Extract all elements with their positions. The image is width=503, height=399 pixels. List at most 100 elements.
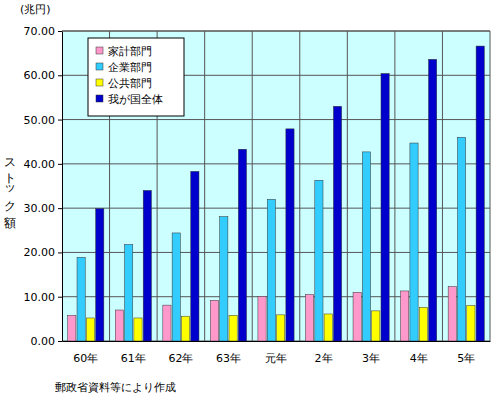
- bar: [277, 315, 285, 341]
- frame: [490, 31, 491, 341]
- grid-line-vertical: [442, 31, 443, 341]
- y-tick-mark: [58, 164, 62, 165]
- y-tick-label: 70.00: [24, 25, 56, 38]
- grid-line-vertical: [394, 31, 395, 341]
- bar: [134, 318, 142, 341]
- plot-background: [62, 31, 490, 341]
- y-tick-mark: [58, 120, 62, 121]
- x-tick-label: 5年: [457, 352, 475, 365]
- legend-label: 我が国全体: [108, 93, 163, 106]
- legend-swatch: [96, 79, 103, 86]
- bar: [238, 149, 246, 341]
- y-tick-mark: [58, 297, 62, 298]
- y-tick: 20.00: [24, 246, 63, 259]
- x-tick: 60年: [73, 341, 98, 365]
- x-tick: 5年: [457, 341, 475, 365]
- y-tick: 40.00: [24, 158, 63, 171]
- bar: [267, 199, 275, 341]
- frame: [62, 31, 490, 32]
- bar: [372, 311, 380, 341]
- grid-line: [62, 119, 490, 120]
- y-tick-mark: [58, 208, 62, 209]
- y-axis-title: ストック額: [3, 150, 17, 229]
- y-tick-label: 30.00: [24, 202, 56, 215]
- y-tick-label: 40.00: [24, 158, 56, 171]
- x-tick-label: 61年: [121, 352, 146, 365]
- bar: [429, 59, 437, 341]
- y-unit: (兆円): [20, 3, 51, 16]
- x-tick-label: 62年: [168, 352, 193, 365]
- bar: [476, 46, 484, 341]
- bar: [353, 292, 361, 341]
- legend-swatch: [96, 63, 103, 70]
- y-tick: 60.00: [24, 69, 63, 82]
- grid-line-vertical: [347, 31, 348, 341]
- series: [77, 137, 466, 341]
- x-tick: 4年: [410, 341, 428, 365]
- legend-label: 家計部門: [108, 45, 152, 58]
- bar: [315, 180, 323, 341]
- bar: [77, 257, 85, 341]
- x-tick-label: 4年: [410, 352, 428, 365]
- grid-line: [62, 31, 490, 32]
- bar: [220, 217, 228, 341]
- bar: [210, 300, 218, 341]
- x-tick-label: 63年: [216, 352, 241, 365]
- bar: [191, 171, 199, 341]
- legend-swatch: [96, 95, 103, 102]
- x-tick: 63年: [216, 341, 241, 365]
- y-tick: 70.00: [24, 25, 63, 38]
- bar: [419, 307, 427, 341]
- x-tick: 62年: [168, 341, 193, 365]
- x-tick: 3年: [362, 341, 380, 365]
- bar: [68, 315, 76, 341]
- x-tick: 2年: [315, 341, 333, 365]
- y-tick-mark: [58, 252, 62, 253]
- y-tick: 0.00: [31, 335, 63, 348]
- grid: [62, 31, 490, 341]
- bar: [467, 306, 475, 341]
- x-tick-label: 60年: [73, 352, 98, 365]
- legend-box: [88, 38, 184, 116]
- x-axis-line: [63, 341, 491, 342]
- source-note: 郵政省資料等により作成: [55, 381, 176, 394]
- bar: [286, 129, 294, 341]
- bar: [362, 152, 370, 341]
- bar: [172, 233, 180, 341]
- bar: [333, 106, 341, 341]
- bar: [181, 316, 189, 341]
- y-axis: 0.00 10.00 20.00 30.00 40.00 50.00 60.00 70.00: [24, 25, 63, 348]
- bar: [401, 291, 409, 341]
- y-tick-label: 60.00: [24, 69, 56, 82]
- bar: [410, 143, 418, 341]
- y-tick-label: 20.00: [24, 246, 56, 259]
- grid-line-vertical: [299, 31, 300, 341]
- bar: [163, 305, 171, 341]
- bar: [448, 287, 456, 341]
- legend-label: 企業部門: [108, 61, 152, 74]
- x-tick: 元年: [265, 341, 287, 365]
- y-tick: 10.00: [24, 291, 63, 304]
- y-tick-label: 50.00: [24, 114, 56, 127]
- grid-line-vertical: [204, 31, 205, 341]
- x-tick-label: 3年: [362, 352, 380, 365]
- bar: [125, 244, 133, 341]
- y-tick-mark: [58, 75, 62, 76]
- y-tick-label: 10.00: [24, 291, 56, 304]
- bar: [96, 209, 104, 341]
- bar: [115, 310, 123, 341]
- grid-line: [62, 208, 490, 209]
- bar: [229, 315, 237, 341]
- y-tick: 30.00: [24, 202, 63, 215]
- y-tick-label: 0.00: [31, 335, 56, 348]
- bar: [324, 314, 332, 341]
- x-tick: 61年: [121, 341, 146, 365]
- bar: [143, 190, 151, 341]
- bar: [457, 137, 465, 341]
- bar: [381, 74, 389, 341]
- y-tick-mark: [58, 341, 62, 342]
- legend-label: 公共部門: [108, 77, 152, 90]
- y-tick-mark: [58, 31, 62, 32]
- legend: 家計部門企業部門公共部門我が国全体: [88, 38, 184, 116]
- x-axis: 60年 61年 62年 63年 元年 2年 3年 4年 5年: [63, 341, 491, 365]
